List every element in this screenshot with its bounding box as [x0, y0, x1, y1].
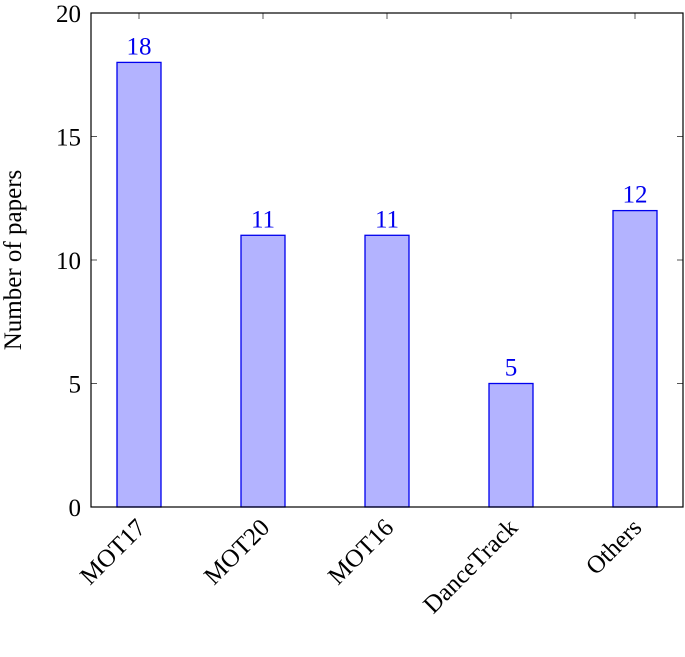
plot-frame — [90, 12, 684, 508]
value-label: 18 — [127, 33, 152, 60]
y-axis-label: Number of papers — [0, 170, 27, 351]
bar — [364, 234, 410, 508]
y-tick-label: 20 — [56, 1, 81, 28]
bar — [116, 61, 162, 508]
x-tick-label: Others — [581, 514, 647, 580]
bar — [240, 234, 286, 508]
y-tick-label: 0 — [69, 495, 82, 522]
bar — [612, 209, 658, 508]
value-label: 5 — [505, 355, 518, 382]
x-tick-label: DanceTrack — [418, 514, 523, 619]
y-tick-label: 5 — [69, 372, 82, 399]
value-label: 11 — [251, 206, 275, 233]
x-tick-label: MOT17 — [75, 514, 151, 590]
x-tick-label: MOT16 — [323, 514, 399, 590]
bar — [488, 382, 534, 508]
x-tick-label: MOT20 — [199, 514, 275, 590]
value-label: 11 — [375, 206, 399, 233]
y-tick-label: 10 — [56, 248, 81, 275]
value-label: 12 — [623, 182, 648, 209]
y-tick-label: 15 — [56, 125, 81, 152]
